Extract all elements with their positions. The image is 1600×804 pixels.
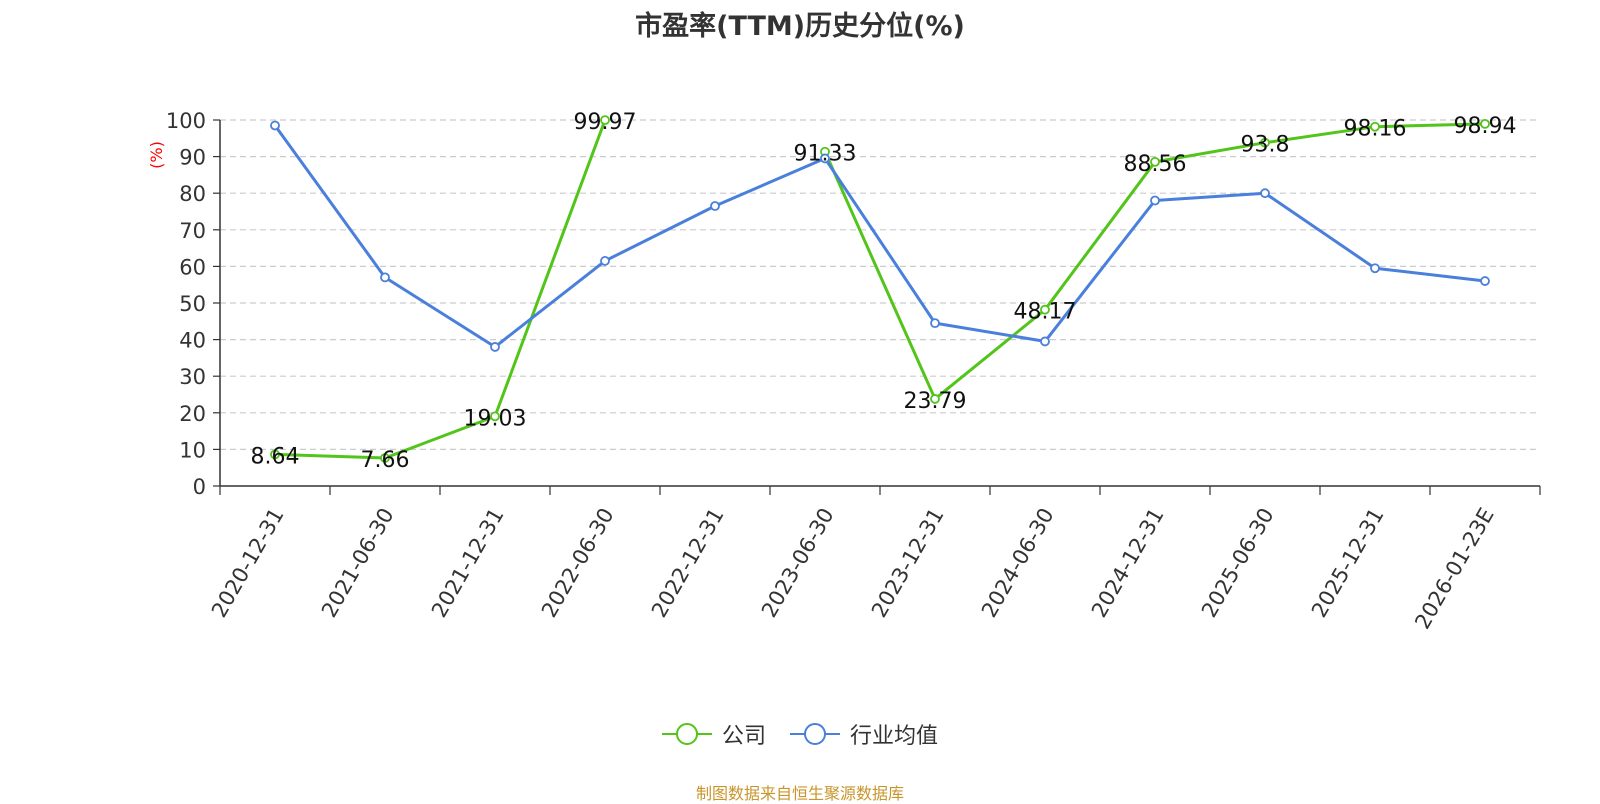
y-tick-label: 10 <box>179 438 206 462</box>
series-0-point <box>380 453 390 463</box>
legend-industry-marker <box>790 723 840 745</box>
x-tick-label: 2025-12-31 <box>1307 504 1389 622</box>
data-label: 23.79 <box>904 389 967 414</box>
series-0-point <box>1480 118 1490 129</box>
series-1-point <box>270 120 280 131</box>
series-1-point <box>710 201 720 211</box>
legend-item-company[interactable]: 公司 <box>661 718 766 750</box>
x-tick-label: 2022-06-30 <box>537 504 619 622</box>
x-tick-label: 2022-12-31 <box>647 504 729 622</box>
y-tick-label: 30 <box>179 365 206 389</box>
chart-title: 市盈率(TTM)历史分位(%) <box>635 11 965 42</box>
legend-company-marker <box>661 723 712 745</box>
series-1-point <box>600 256 610 266</box>
series-0-point <box>930 394 940 404</box>
y-tick-label: 90 <box>179 146 206 170</box>
x-tick-label: 2021-06-30 <box>317 504 399 622</box>
y-tick-label: 40 <box>179 329 206 353</box>
source-note: 制图数据来自恒生聚源数据库 <box>695 784 904 803</box>
x-tick-label: 2020-12-31 <box>207 504 289 622</box>
series-0-point <box>270 449 280 460</box>
x-tick-label: 2023-12-31 <box>867 504 949 622</box>
series-line-0 <box>274 119 1486 460</box>
x-tick-label: 2021-12-31 <box>427 504 509 622</box>
legend-industry-label: 行业均值 <box>850 724 939 749</box>
legend: 公司 行业均值 <box>0 718 1600 750</box>
data-label: 48.17 <box>1014 300 1077 325</box>
y-axis-label: (%) <box>147 141 166 169</box>
series-1-point <box>490 342 500 352</box>
data-label: 88.56 <box>1124 152 1187 177</box>
series-0-point <box>490 411 500 422</box>
x-tick-label: 2026-01-23E <box>1410 504 1498 633</box>
y-tick-label: 50 <box>179 292 206 316</box>
series-line-1 <box>273 124 1486 349</box>
data-label: 98.94 <box>1454 114 1517 139</box>
x-tick-label: 2023-06-30 <box>757 504 839 622</box>
legend-item-industry[interactable]: 行业均值 <box>790 718 938 750</box>
series-1-point <box>1480 276 1490 286</box>
series-0-point <box>1150 156 1160 167</box>
series-0-point <box>1370 121 1380 132</box>
x-tick-label: 2024-12-31 <box>1087 504 1169 622</box>
y-tick-label: 70 <box>179 219 206 243</box>
data-label: 19.03 <box>464 406 527 431</box>
series-1-point <box>1040 336 1050 347</box>
y-tick-label: 80 <box>179 182 206 206</box>
x-tick-label: 2024-06-30 <box>977 504 1059 622</box>
data-label: 99.97 <box>574 110 637 135</box>
x-tick-label: 2025-06-30 <box>1197 504 1279 622</box>
series-0-point <box>1040 304 1050 315</box>
y-tick-label: 100 <box>166 109 206 133</box>
data-label: 93.8 <box>1241 133 1290 158</box>
legend-company-label: 公司 <box>721 724 766 749</box>
data-label: 91.33 <box>794 142 857 167</box>
series-0-point <box>1260 137 1270 148</box>
series-1-point <box>1370 263 1380 274</box>
series-1-point <box>1150 195 1160 206</box>
series-0-point <box>600 115 610 126</box>
data-label: 7.66 <box>361 448 410 473</box>
data-label: 98.16 <box>1344 117 1407 142</box>
series-1-point <box>930 318 940 329</box>
y-tick-label: 60 <box>179 255 206 279</box>
data-label: 8.64 <box>251 444 300 469</box>
series-1-point <box>820 153 830 164</box>
series-1-point <box>380 272 390 283</box>
series-1-point <box>1260 188 1270 199</box>
y-tick-label: 0 <box>193 475 206 499</box>
y-tick-label: 20 <box>179 402 206 426</box>
